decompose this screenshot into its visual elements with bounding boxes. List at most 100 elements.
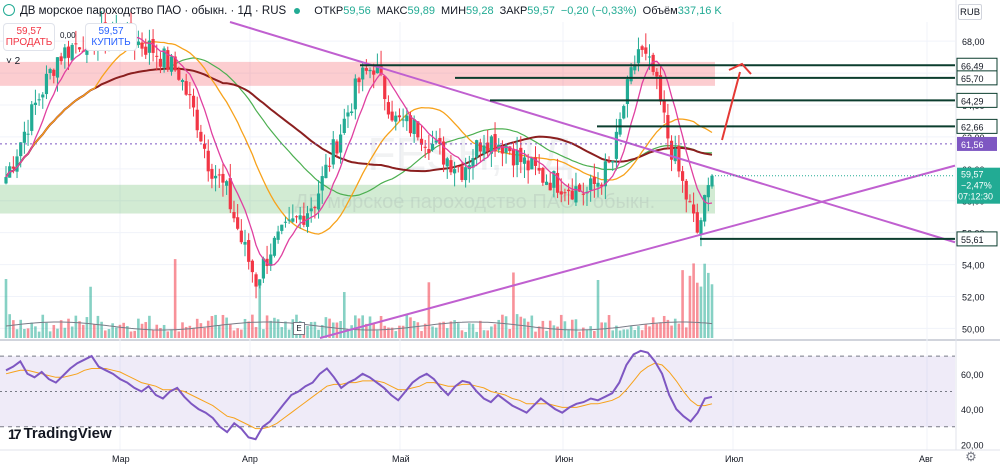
- volume-bar: [192, 327, 195, 338]
- volume-bar: [140, 323, 144, 338]
- volume-bar: [434, 327, 438, 338]
- volume-bar: [684, 327, 688, 338]
- volume-bar: [328, 318, 331, 338]
- candle-body: [272, 237, 277, 256]
- market-status-icon[interactable]: [3, 4, 15, 16]
- volume-bar: [574, 319, 578, 338]
- volume-bar: [118, 324, 122, 338]
- ma-long-line[interactable]: [5, 67, 713, 178]
- volume-bar: [622, 329, 626, 338]
- low-label: МИН: [441, 5, 467, 17]
- x-tick-label: Мар: [112, 454, 130, 464]
- target-arrow[interactable]: [721, 71, 741, 141]
- volume-bar: [412, 320, 416, 338]
- price-tick-label: 50,00: [962, 324, 985, 334]
- target-arrow-head[interactable]: [728, 62, 752, 75]
- level-price-tag[interactable]: [956, 231, 998, 247]
- volume-bar: [350, 325, 353, 338]
- volume-bar: [479, 320, 482, 338]
- candle-body: [684, 180, 688, 200]
- dotted-level-tag[interactable]: [957, 136, 997, 151]
- candle-body: [184, 81, 188, 95]
- candle-body: [228, 178, 232, 210]
- volume-bar: [431, 326, 434, 338]
- candle-body: [401, 119, 405, 121]
- volume-bar: [41, 314, 45, 338]
- tradingview-logo[interactable]: 17 TradingView: [8, 425, 112, 442]
- sell-label: ПРОДАТЬ: [5, 37, 53, 48]
- volume-bar: [313, 321, 317, 338]
- candle-body: [397, 115, 402, 118]
- volume-bar: [4, 279, 8, 338]
- volume-bar: [12, 320, 15, 338]
- volume-bar: [673, 318, 677, 338]
- candle-body: [563, 192, 567, 194]
- x-tick-label: Июн: [555, 454, 573, 464]
- candle-body: [636, 49, 641, 64]
- volume-bar: [30, 322, 34, 338]
- candle-body: [316, 193, 321, 210]
- volume-bar: [306, 325, 309, 338]
- indicators-collapse-button[interactable]: ˅ 2: [6, 56, 21, 67]
- buy-label: КУПИТЬ: [91, 37, 131, 48]
- volume-label: Объём: [642, 5, 678, 17]
- candle-body: [475, 140, 479, 158]
- volume-bar: [512, 272, 515, 338]
- candle-body: [695, 212, 699, 233]
- volume-bar: [339, 321, 342, 338]
- volume-bar: [258, 284, 262, 338]
- earnings-badge[interactable]: E: [293, 322, 305, 335]
- level-price-label: 65,70: [961, 74, 984, 84]
- candle-body: [294, 216, 299, 218]
- descending-trend-line[interactable]: [229, 21, 956, 244]
- level-price-tag[interactable]: [956, 92, 998, 108]
- volume-bar: [265, 315, 269, 338]
- volume-bar: [335, 322, 339, 338]
- level-price-tag[interactable]: [956, 118, 998, 134]
- symbol-title[interactable]: ДВ морское пароходство ПАО · обыкн. · 1Д…: [20, 5, 287, 17]
- volume-bar: [276, 319, 280, 338]
- volume-bar: [346, 329, 350, 338]
- volume-bar: [626, 329, 629, 338]
- rsi-line[interactable]: [5, 349, 713, 441]
- candle-body: [265, 258, 269, 267]
- volume-bar: [604, 322, 607, 338]
- candle-body: [603, 161, 607, 187]
- candle-body: [471, 158, 475, 168]
- candle-body: [52, 69, 56, 76]
- candle-body: [478, 142, 482, 152]
- volume-bar: [23, 328, 26, 338]
- volume-bar: [648, 326, 651, 338]
- settings-gear-icon[interactable]: ⚙: [965, 449, 977, 464]
- candle-body: [258, 279, 262, 286]
- candle-body: [144, 46, 148, 55]
- level-price-tag[interactable]: [956, 70, 998, 86]
- candle-body: [364, 68, 368, 71]
- candle-body: [15, 156, 19, 172]
- rsi-signal-line[interactable]: [5, 362, 713, 430]
- last-price-tag[interactable]: [957, 167, 1000, 204]
- candle-body: [578, 184, 582, 192]
- volume-bar: [206, 320, 210, 338]
- sell-button[interactable]: 59,57 ПРОДАТЬ: [4, 24, 54, 50]
- volume-value: 337,16 K: [677, 5, 722, 17]
- volume-bar: [633, 329, 637, 338]
- currency-selector[interactable]: RUB: [958, 4, 982, 20]
- volume-bar: [699, 286, 703, 338]
- candle-body: [26, 133, 30, 135]
- volume-bar: [247, 321, 250, 338]
- buy-button[interactable]: 59,57 КУПИТЬ: [86, 24, 136, 50]
- candle-body: [555, 172, 560, 193]
- volume-bar: [695, 282, 699, 338]
- candle-body: [55, 57, 60, 78]
- candle-body: [622, 106, 626, 119]
- candle-body: [508, 146, 512, 152]
- volume-bar: [567, 329, 570, 338]
- ascending-trend-line[interactable]: [319, 164, 956, 339]
- candle-body: [482, 145, 486, 154]
- candle-body: [140, 42, 144, 49]
- candle-body: [254, 274, 258, 287]
- volume-bar: [401, 325, 405, 338]
